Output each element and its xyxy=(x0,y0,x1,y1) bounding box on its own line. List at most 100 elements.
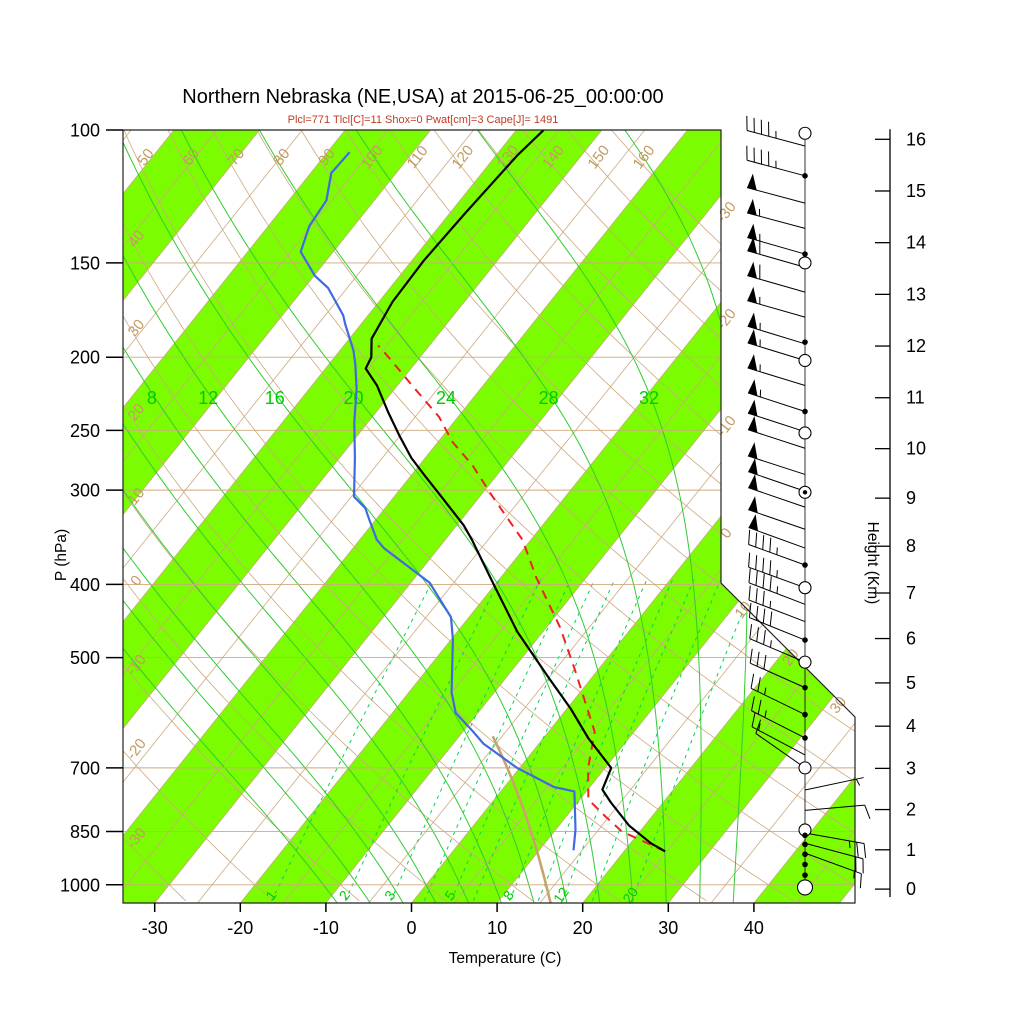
wind-barb xyxy=(804,804,871,819)
wind-level-marker xyxy=(802,684,808,691)
dry-adiabat xyxy=(518,130,855,902)
svg-text:Temperature (C): Temperature (C) xyxy=(449,950,562,967)
moist-adiabat xyxy=(351,130,667,903)
moist-adiabat xyxy=(123,130,438,903)
wind-barb xyxy=(747,354,806,386)
moist-adiabat xyxy=(472,130,702,903)
svg-text:-30: -30 xyxy=(142,918,168,938)
svg-text:1: 1 xyxy=(906,840,916,860)
wind-level-marker xyxy=(802,339,808,345)
wind-barb xyxy=(751,696,806,739)
wind-barb xyxy=(746,173,806,204)
temperature-trace xyxy=(364,130,666,853)
isotherm-band xyxy=(753,130,855,903)
svg-text:10: 10 xyxy=(487,918,507,938)
chart-title: Northern Nebraska (NE,USA) at 2015-06-25… xyxy=(182,86,664,108)
svg-text:5: 5 xyxy=(906,673,916,693)
chart-subtitle: Plcl=771 Tlcl[C]=11 Shox=0 Pwat[cm]=3 Ca… xyxy=(287,114,559,126)
wind-level-marker xyxy=(798,485,812,499)
svg-text:20: 20 xyxy=(573,918,593,938)
wind-barb xyxy=(748,585,806,623)
svg-text:30: 30 xyxy=(658,918,678,938)
svg-text:4: 4 xyxy=(906,716,916,736)
dry-adiabat xyxy=(123,130,273,902)
mixing-ratio-line xyxy=(561,579,695,901)
svg-text:2: 2 xyxy=(906,800,916,820)
wind-level-marker xyxy=(802,851,808,858)
svg-text:120: 120 xyxy=(448,142,477,172)
wind-level-marker xyxy=(802,735,808,741)
wind-barb xyxy=(746,198,806,229)
svg-text:250: 250 xyxy=(70,421,100,441)
wind-barb xyxy=(747,312,806,345)
dry-adiabat xyxy=(297,130,855,902)
mixing-ratio-line xyxy=(423,579,572,902)
svg-text:-20: -20 xyxy=(123,735,150,763)
isotherm-band xyxy=(123,130,431,903)
dry-adiabat xyxy=(123,130,794,902)
wind-level-marker xyxy=(802,861,808,868)
wind-barb xyxy=(751,712,806,756)
wind-barb xyxy=(748,568,806,605)
moist-adiabat xyxy=(123,130,405,903)
wind-barb xyxy=(746,115,806,147)
svg-text:50: 50 xyxy=(134,145,158,169)
wind-barb xyxy=(804,777,864,791)
moist-adiabat xyxy=(123,130,535,903)
mixing-ratio-line xyxy=(271,579,434,902)
wind-level-marker xyxy=(802,251,808,257)
wind-level-marker xyxy=(798,353,812,368)
moist-adiabat xyxy=(123,130,372,903)
dewpoint-trace xyxy=(299,151,577,851)
plot-border xyxy=(122,129,856,904)
wind-barb xyxy=(747,416,806,449)
dry-adiabat xyxy=(123,130,360,902)
wind-level-marker xyxy=(802,711,808,718)
svg-text:16: 16 xyxy=(906,129,926,149)
svg-text:14: 14 xyxy=(906,233,926,253)
wind-barb xyxy=(749,648,806,689)
dry-adiabat xyxy=(123,130,447,902)
wind-level-marker xyxy=(802,408,808,415)
parcel-trace xyxy=(377,344,666,853)
wind-level-marker xyxy=(798,761,812,775)
mixing-ratio-line xyxy=(472,579,616,901)
wind-level-marker xyxy=(802,832,808,839)
svg-text:850: 850 xyxy=(70,822,100,842)
svg-text:-30: -30 xyxy=(713,199,740,227)
wind-level-marker xyxy=(798,655,812,669)
svg-text:60: 60 xyxy=(179,145,203,169)
svg-text:400: 400 xyxy=(70,575,100,595)
svg-text:500: 500 xyxy=(70,648,100,668)
svg-text:0: 0 xyxy=(906,879,916,899)
svg-text:6: 6 xyxy=(906,629,916,649)
dry-adiabat xyxy=(253,130,855,902)
svg-text:12: 12 xyxy=(906,336,926,356)
mixing-ratio-line xyxy=(537,579,674,901)
wind-barb xyxy=(747,261,806,293)
wind-barb xyxy=(804,842,864,874)
wind-level-marker xyxy=(798,256,812,270)
svg-text:10: 10 xyxy=(125,485,149,509)
wind-barb xyxy=(746,145,806,177)
svg-text:2: 2 xyxy=(336,887,354,903)
svg-text:90: 90 xyxy=(315,145,339,169)
svg-text:16: 16 xyxy=(265,388,285,408)
svg-text:10: 10 xyxy=(906,439,926,459)
svg-text:150: 150 xyxy=(70,253,100,273)
wind-barb xyxy=(748,514,806,549)
moist-adiabat xyxy=(178,130,601,903)
wind-barb xyxy=(747,236,806,268)
wind-level-marker xyxy=(802,841,808,848)
isotherm-band xyxy=(0,130,88,903)
svg-text:15: 15 xyxy=(906,181,926,201)
wind-barb xyxy=(804,852,862,889)
wind-barb xyxy=(747,286,806,318)
wind-barb xyxy=(747,442,806,475)
svg-text:20: 20 xyxy=(125,401,149,425)
moist-adiabat xyxy=(123,130,503,903)
dry-adiabat xyxy=(123,130,707,902)
svg-text:12: 12 xyxy=(198,388,218,408)
svg-text:70: 70 xyxy=(225,145,249,169)
